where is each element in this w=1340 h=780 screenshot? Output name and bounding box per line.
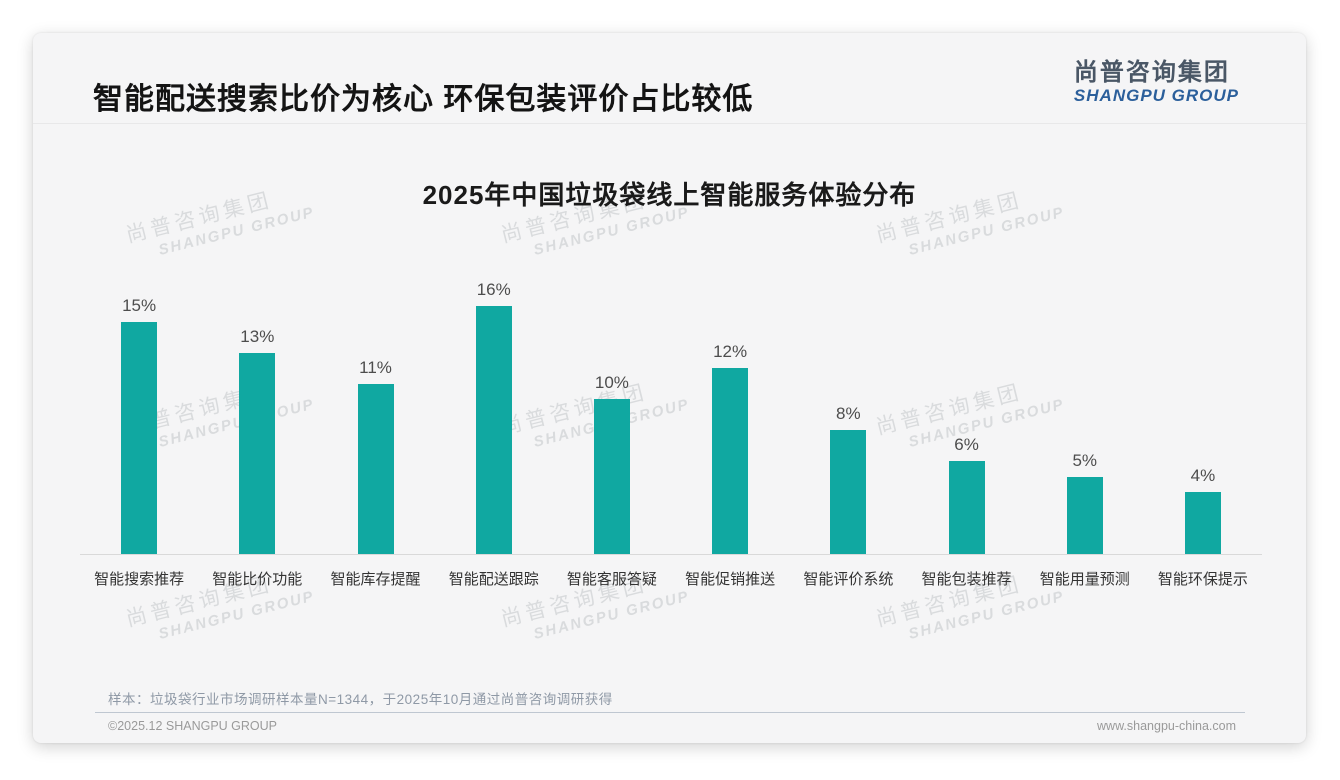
bar-value-label: 11% <box>359 357 392 377</box>
bar <box>948 461 985 554</box>
bar-slot: 4% <box>1144 466 1262 554</box>
footer-divider <box>95 712 1245 713</box>
bar-slot: 13% <box>198 326 316 554</box>
bar-value-label: 5% <box>1072 450 1098 470</box>
x-axis-label: 智能用量预测 <box>1039 571 1130 588</box>
watermark-text-cn: 尚普咨询集团 <box>123 572 275 632</box>
bar <box>1184 492 1221 554</box>
bar-slot: 11% <box>316 357 434 554</box>
slide-card: 智能配送搜索比价为核心 环保包装评价占比较低 尚普咨询集团 SHANGPU GR… <box>33 33 1306 743</box>
watermark-text-en: SHANGPU GROUP <box>156 587 317 643</box>
bar-value-label: 8% <box>836 404 861 423</box>
bar-slot: 12% <box>671 342 789 554</box>
bar <box>121 321 158 554</box>
bar <box>712 368 749 554</box>
bar-value-label: 12% <box>713 342 748 361</box>
page-title: 智能配送搜索比价为核心 环保包装评价占比较低 <box>93 83 754 116</box>
watermark-text-en: SHANGPU GROUP <box>531 587 692 643</box>
footer: ©2025.12 SHANGPU GROUP www.shangpu-china… <box>108 719 1236 733</box>
x-axis-label: 智能评价系统 <box>803 571 894 588</box>
watermark-text-cn: 尚普咨询集团 <box>873 572 1025 632</box>
bar-chart-plot: 15% 13% 11% 16% 10% 12% 8% 6% 5% 4% <box>80 273 1262 555</box>
bar-slot: 16% <box>435 280 553 554</box>
x-axis-label: 智能环保提示 <box>1157 571 1248 588</box>
x-axis-label: 智能促销推送 <box>685 571 776 588</box>
logo-text-cn: 尚普咨询集团 <box>1073 59 1230 86</box>
bar-slot: 5% <box>1026 450 1144 554</box>
bar-value-label: 6% <box>954 435 979 454</box>
bar-value-label: 10% <box>594 373 629 392</box>
shangpu-logo: 尚普咨询集团 SHANGPU GROUP <box>1073 59 1239 106</box>
bar-slot: 10% <box>553 373 671 554</box>
watermark-text-en: SHANGPU GROUP <box>906 587 1067 643</box>
bar <box>239 352 276 554</box>
chart-title: 2025年中国垃圾袋线上智能服务体验分布 <box>422 180 917 210</box>
bar <box>357 383 394 554</box>
bar-value-label: 16% <box>476 280 511 299</box>
x-axis-label: 智能搜索推荐 <box>94 571 185 588</box>
bar-slot: 6% <box>907 435 1025 554</box>
x-axis-label: 智能库存提醒 <box>330 571 421 588</box>
x-axis-label: 智能包装推荐 <box>921 571 1012 588</box>
bar <box>830 430 867 554</box>
bar-value-label: 13% <box>240 326 275 346</box>
bar <box>593 399 630 554</box>
bar-slot: 8% <box>789 404 907 554</box>
x-axis-labels: 智能搜索推荐 智能比价功能 智能库存提醒 智能配送跟踪 智能客服答疑 智能促销推送 智能评价… <box>80 568 1262 589</box>
bar-value-label: 15% <box>122 295 157 315</box>
header-divider <box>33 123 1306 124</box>
x-axis-label: 智能配送跟踪 <box>448 571 539 588</box>
logo-text-en: SHANGPU GROUP <box>1073 86 1239 106</box>
bar-value-label: 4% <box>1190 466 1216 485</box>
website-url: www.shangpu-china.com <box>1097 719 1236 733</box>
copyright-text: ©2025.12 SHANGPU GROUP <box>108 719 277 733</box>
bar-slot: 15% <box>80 295 198 554</box>
sample-note: 样本：垃圾袋行业市场调研样本量N=1344，于2025年10月通过尚普咨询调研获… <box>108 692 613 707</box>
x-axis-label: 智能客服答疑 <box>566 571 657 588</box>
x-axis-label: 智能比价功能 <box>212 571 303 588</box>
bar <box>1066 476 1103 554</box>
bar <box>475 306 512 554</box>
watermark-text-cn: 尚普咨询集团 <box>498 572 650 632</box>
